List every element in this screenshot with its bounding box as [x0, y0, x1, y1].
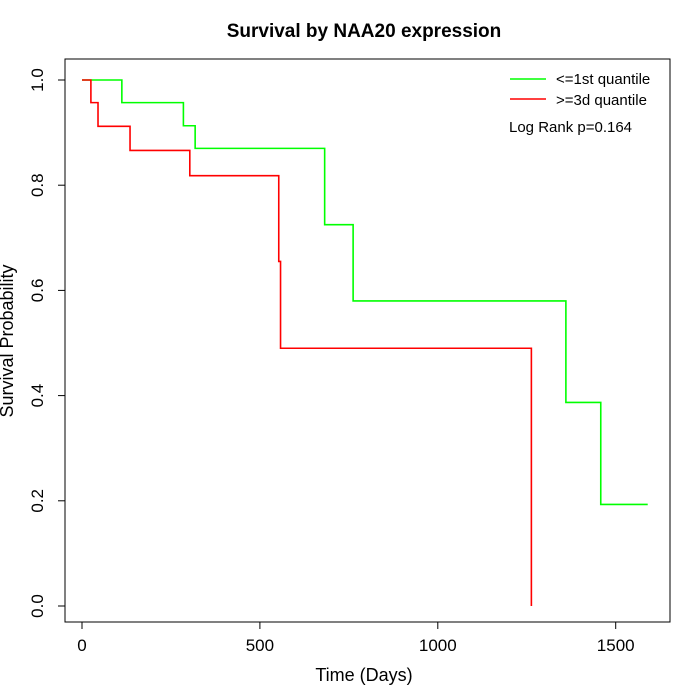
legend-label-1: >=3d quantile: [556, 92, 647, 109]
x-tick-label: 500: [246, 636, 274, 655]
legend: <=1st quantile >=3d quantile Log Rank p=…: [509, 71, 650, 136]
x-tick-label: 1000: [419, 636, 457, 655]
y-axis-label: Survival Probability: [0, 264, 17, 417]
y-tick-label: 0.8: [28, 173, 47, 197]
plot-frame: [64, 58, 671, 623]
legend-label-0: <=1st quantile: [556, 71, 650, 88]
x-tick-label: 0: [77, 636, 86, 655]
survival-curve-1: [82, 79, 533, 606]
log-rank-annotation: Log Rank p=0.164: [509, 119, 632, 136]
x-tick-label: 1500: [597, 636, 635, 655]
y-tick-label: 0.0: [28, 594, 47, 618]
x-axis: 0 500 1000 1500: [77, 621, 635, 655]
survival-curve-0: [82, 79, 648, 506]
y-tick-label: 0.4: [28, 384, 47, 408]
series-layer: [82, 79, 648, 606]
y-tick-label: 1.0: [28, 68, 47, 92]
y-tick-label: 0.6: [28, 279, 47, 303]
chart-title: Survival by NAA20 expression: [227, 21, 502, 42]
x-axis-label: Time (Days): [315, 665, 412, 685]
y-tick-label: 0.2: [28, 489, 47, 513]
y-axis: 0.0 0.2 0.4 0.6 0.8 1.0: [28, 68, 66, 618]
